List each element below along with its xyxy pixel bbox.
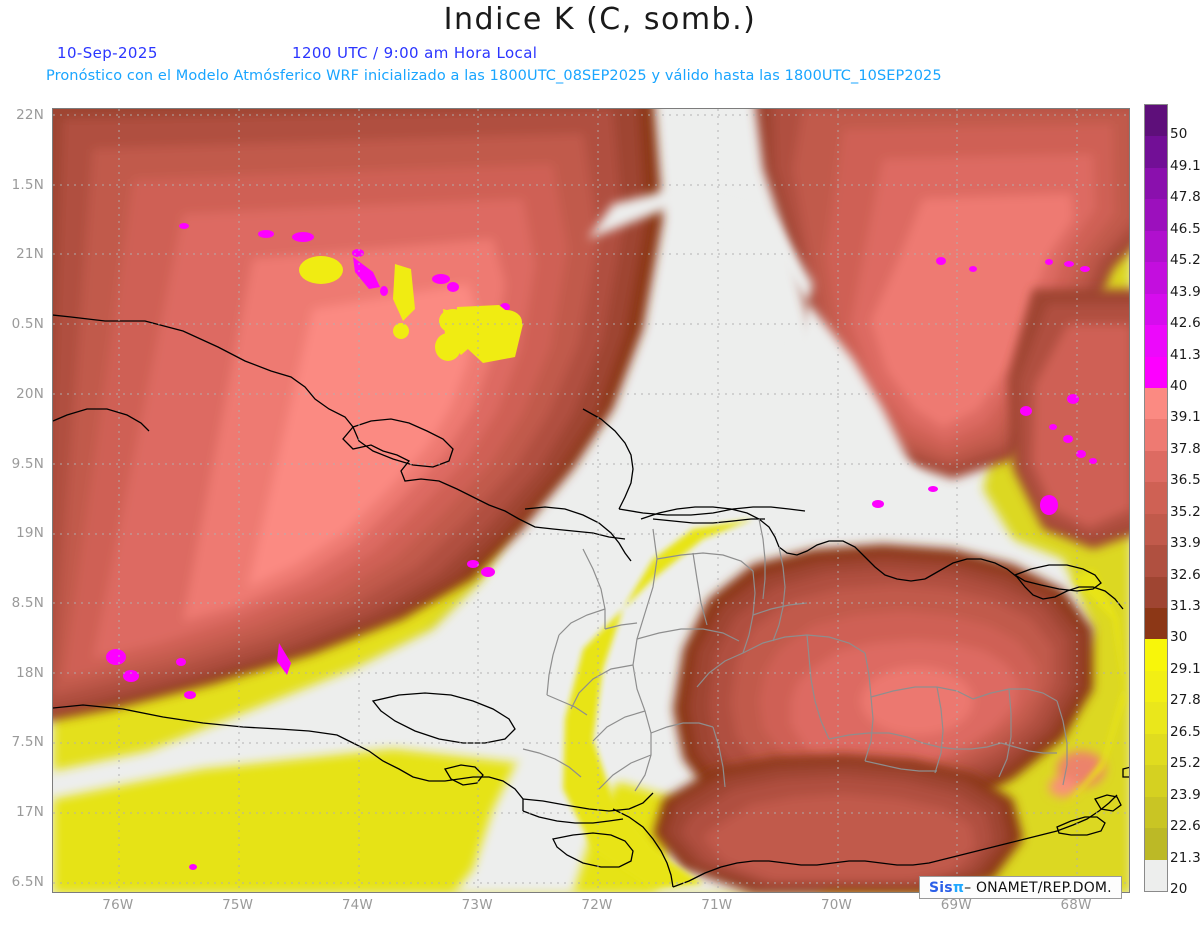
agency-text: – ONAMET/REP.DOM. [964,879,1112,896]
latitude-tick-label: 8.5N [11,594,44,611]
colorbar-labels: 50 49.1 47.8 46.5 45.2 43.9 42.6 41.3 40 39.1 37.8… [1170,104,1200,897]
model-note: Pronóstico con el Modelo Atmósferico WRF… [46,68,942,84]
colorbar-tick-label: 33.9 [1170,535,1200,552]
colorbar-tick-label: 47.8 [1170,189,1200,206]
colorbar-cell [1145,356,1167,388]
colorbar-tick-label: 37.8 [1170,440,1200,457]
longitude-tick-label: 75W [222,897,254,913]
colorbar-cell [1145,167,1167,200]
colorbar-cell [1145,419,1167,451]
latitude-tick-label: 7.5N [11,734,44,751]
map-gridlines [53,109,1129,892]
colorbar-tick-label: 21.3 [1170,849,1200,866]
latitude-tick-label: 1.5N [11,176,44,193]
longitude-tick-label: 69W [940,897,972,913]
longitude-tick-label: 72W [581,897,613,913]
forecast-date: 10-Sep-2025 [57,44,158,62]
colorbar-cell [1145,702,1167,734]
colorbar-cell [1145,230,1167,263]
colorbar-tick-label: 49.1 [1170,157,1200,174]
colorbar-tick-label: 29.1 [1170,660,1200,677]
colorbar-cell [1145,262,1167,294]
colorbar-cell [1145,325,1167,357]
longitude-tick-label: 70W [820,897,853,913]
colorbar-tick-label: 22.6 [1170,818,1200,835]
shaded-field [53,109,1129,892]
colorbar-cell [1145,639,1167,671]
colorbar-tick-label: 35.2 [1170,503,1200,520]
colorbar-cell [1145,576,1167,608]
latitude-tick-label: 19N [16,525,44,542]
forecast-subheader: 10-Sep-2025 1200 UTC / 9:00 am Hora Loca… [0,44,1200,64]
latitude-tick-label: 0.5N [11,316,44,333]
colorbar-tick-label: 36.5 [1170,472,1200,489]
colorbar-tick-label: 43.9 [1170,283,1200,300]
colorbar-tick-label: 25.2 [1170,755,1200,772]
longitude-tick-label: 71W [701,897,733,913]
colorbar-tick-label: 42.6 [1170,315,1200,332]
colorbar-cell [1145,293,1167,326]
colorbar-cell [1145,482,1167,514]
colorbar-tick-label: 27.8 [1170,692,1200,709]
colorbar-cell [1145,513,1167,546]
colorbar-cell [1145,450,1167,483]
colorbar[interactable] [1144,104,1168,892]
latitude-tick-label: 20N [16,385,44,402]
longitude-tick-label: 73W [461,897,493,913]
colorbar-tick-label: 41.3 [1170,346,1200,363]
colorbar-cell [1145,545,1167,577]
colorbar-cell [1145,796,1167,829]
colorbar-cell [1145,733,1167,766]
map-svg [53,109,1129,892]
pi-symbol: π [952,879,965,896]
longitude-tick-label: 68W [1060,897,1092,913]
latitude-tick-label: 6.5N [11,873,44,890]
colorbar-cell [1145,765,1167,797]
colorbar-cell [1145,136,1167,168]
colorbar-tick-label: 45.2 [1170,252,1200,269]
map-canvas[interactable] [52,108,1130,893]
latitude-tick-label: 18N [16,664,44,681]
colorbar-tick-label: 23.9 [1170,786,1200,803]
colorbar-tick-label: 31.3 [1170,598,1200,615]
longitude-tick-label: 74W [341,897,373,913]
yellow-cells [299,256,523,363]
colorbar-tick-label: 46.5 [1170,220,1200,237]
colorbar-tick-label: 40 [1170,377,1188,394]
brand-text: Sis [929,879,953,896]
colorbar-cell [1145,105,1167,137]
latitude-tick-label: 17N [16,804,44,821]
latitude-tick-label: 9.5N [11,455,44,472]
latitude-tick-label: 21N [16,246,44,263]
colorbar-cell [1145,828,1167,860]
colorbar-tick-label: 50 [1170,126,1188,143]
colorbar-tick-label: 30 [1170,629,1188,646]
colorbar-cell [1145,387,1167,420]
colorbar-tick-label: 39.1 [1170,409,1200,426]
colorbar-tick-label: 20 [1170,881,1188,897]
colorbar-cell [1145,859,1167,891]
forecast-time: 1200 UTC / 9:00 am Hora Local [292,44,538,62]
colorbar-tick-label: 26.5 [1170,723,1200,740]
province-borders [522,518,1068,792]
attribution-watermark: Sis π – ONAMET/REP.DOM. [919,876,1122,899]
colorbar-cell [1145,199,1167,231]
coastline [53,314,1129,888]
latitude-tick-label: 22N [16,106,44,123]
colorbar-cell [1145,670,1167,703]
colorbar-cell [1145,608,1167,640]
longitude-tick-label: 76W [102,897,134,913]
page-title: Indice K (C, somb.) [443,2,757,37]
colorbar-tick-label: 32.6 [1170,566,1200,583]
